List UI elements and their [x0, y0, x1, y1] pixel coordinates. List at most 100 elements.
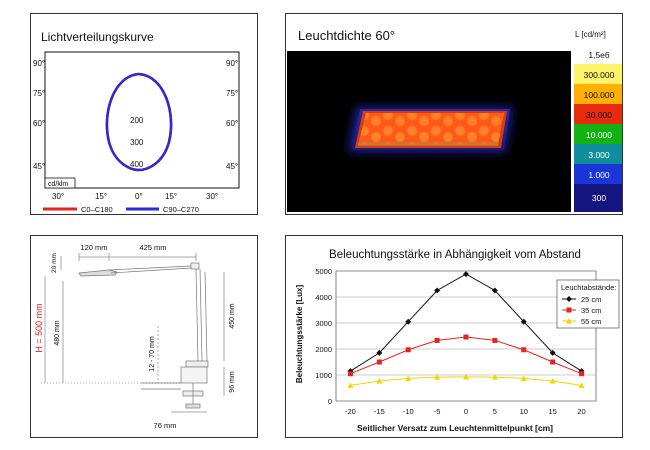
legend-label-c90: C90–C270	[163, 205, 199, 214]
dim-top-small: 20 mm	[51, 253, 58, 273]
series-point	[405, 347, 411, 353]
series-point	[347, 382, 354, 388]
legend-series-label: 55 cm	[581, 317, 601, 326]
series-point	[491, 287, 498, 294]
y-tick-label: 2000	[315, 345, 332, 354]
series-point	[579, 371, 585, 377]
x-tick-label: 0	[464, 407, 468, 416]
legend-label-c0: C0–C180	[81, 205, 113, 214]
legend-series-label: 35 cm	[581, 306, 601, 315]
series-point	[347, 371, 353, 377]
line-chart-title: Beleuchtungsstärke in Abhängigkeit vom A…	[329, 249, 581, 261]
series-point	[434, 287, 441, 294]
series-point	[492, 337, 498, 343]
colorbar-label-4: 10.000	[586, 130, 612, 140]
series-point	[549, 349, 556, 356]
x-tick-label: -10	[403, 407, 414, 416]
colorbar	[574, 44, 622, 212]
series-point	[520, 318, 527, 325]
x-tick-label: 5	[493, 407, 497, 416]
colorbar-label-6: 1.000	[588, 170, 610, 180]
dim-arm-length: 425 mm	[139, 243, 166, 252]
legend-marker	[566, 318, 572, 324]
polar-title: Lichtverteilungskurve	[41, 30, 154, 44]
angle-bottom-3: 15°	[165, 192, 177, 201]
series-point	[550, 359, 556, 365]
series-point	[463, 271, 469, 278]
dim-base-height: 96 mm	[229, 371, 236, 393]
legend-series-label: 25 cm	[581, 295, 601, 304]
illuminance-panel: Beleuchtungsstärke in Abhängigkeit vom A…	[285, 235, 623, 438]
legend-title: Leuchtabstände:	[561, 283, 616, 292]
colorbar-label-7: 300	[592, 193, 606, 203]
line-chart-grid: 0 1000 2000 3000 4000 5000 -20 -15 -10 -5 0 5 10 15 20	[315, 267, 597, 416]
heatmap-unit-label: L [cd/m²]	[575, 30, 606, 39]
series-point	[549, 377, 556, 384]
x-tick-label: -20	[345, 407, 356, 416]
y-tick-label: 1000	[315, 371, 332, 380]
angle-right-2: 60°	[226, 119, 238, 128]
colorbar-label-0: 1,5e6	[588, 50, 610, 60]
series-point	[405, 318, 412, 325]
colorbar-label-3: 30.000	[586, 110, 612, 120]
series-point	[463, 334, 469, 340]
heatmap-title: Leuchtdichte 60°	[298, 28, 395, 43]
angle-left-2: 60°	[33, 119, 45, 128]
light-distribution-panel: Lichtverteilungskurve 90° 75° 60° 45° 90…	[30, 13, 258, 215]
dimension-drawing-panel: 20 mm 120 mm 425 mm H = 500 mm 480 mm 12…	[30, 235, 258, 438]
angle-right-1: 75°	[226, 89, 238, 98]
colorbar-label-5: 3.000	[588, 150, 610, 160]
angle-left-1: 75°	[33, 89, 45, 98]
dim-base-width: 76 mm	[154, 421, 177, 430]
line-chart-series	[347, 271, 585, 388]
x-tick-label: -5	[434, 407, 441, 416]
line-chart-ylabel: Beleuchtungsstärke [Lux]	[295, 285, 304, 384]
y-tick-label: 3000	[315, 319, 332, 328]
angle-right-3: 45°	[226, 162, 238, 171]
angle-bottom-4: 30°	[206, 192, 218, 201]
polar-plot	[44, 51, 240, 189]
lamp-outline	[78, 262, 209, 409]
series-point	[520, 375, 527, 381]
series-point	[376, 349, 383, 356]
angle-left-0: 90°	[33, 59, 45, 68]
series-point	[405, 375, 412, 381]
x-tick-label: -15	[374, 407, 385, 416]
angle-bottom-1: 15°	[95, 192, 107, 201]
luminance-panel: Leuchtdichte 60° L [cd/m²] 1,5e6 300.000…	[285, 13, 623, 215]
line-chart-legend: Leuchtabstände: 25 cm 35 cm 55 cm	[556, 279, 620, 329]
angle-bottom-0: 30°	[52, 192, 64, 201]
y-tick-label: 0	[328, 397, 332, 406]
series-point	[463, 373, 469, 380]
radial-tick-200: 200	[130, 116, 144, 125]
x-tick-label: 10	[520, 407, 528, 416]
series-point	[376, 359, 382, 365]
dim-vertical: 480 mm	[54, 320, 61, 345]
dimension-lines	[41, 253, 225, 413]
y-tick-label: 5000	[315, 267, 332, 276]
y-tick-label: 4000	[315, 293, 332, 302]
luminance-heatmap: Leuchtdichte 60° L [cd/m²] 1,5e6 300.000…	[287, 28, 622, 212]
radial-tick-400: 400	[130, 160, 144, 169]
curve-c90-c270	[105, 72, 173, 172]
series-point	[521, 347, 527, 353]
angle-bottom-2: 0°	[135, 192, 143, 201]
dim-column: 450 mm	[229, 303, 236, 328]
x-tick-label: 20	[577, 407, 585, 416]
series-point	[434, 374, 441, 380]
luminance-spot	[348, 107, 513, 152]
line-chart-xlabel: Seitlicher Versatz zum Leuchtenmittelpun…	[357, 423, 553, 433]
legend-marker	[566, 296, 572, 302]
series-point	[491, 374, 498, 380]
illuminance-chart: Beleuchtungsstärke in Abhängigkeit vom A…	[295, 249, 620, 433]
legend-marker	[566, 307, 572, 313]
colorbar-label-1: 300.000	[584, 70, 615, 80]
angle-left-3: 45°	[33, 162, 45, 171]
angle-right-0: 90°	[226, 59, 238, 68]
dim-clamp: 12 - 70 mm	[149, 336, 156, 372]
dim-left-offset: 120 mm	[80, 243, 107, 252]
polar-chart: Lichtverteilungskurve 90° 75° 60° 45° 90…	[33, 30, 240, 214]
series-point	[376, 377, 383, 384]
radial-tick-300: 300	[130, 138, 144, 147]
lamp-dimension-drawing: 20 mm 120 mm 425 mm H = 500 mm 480 mm 12…	[34, 243, 236, 430]
